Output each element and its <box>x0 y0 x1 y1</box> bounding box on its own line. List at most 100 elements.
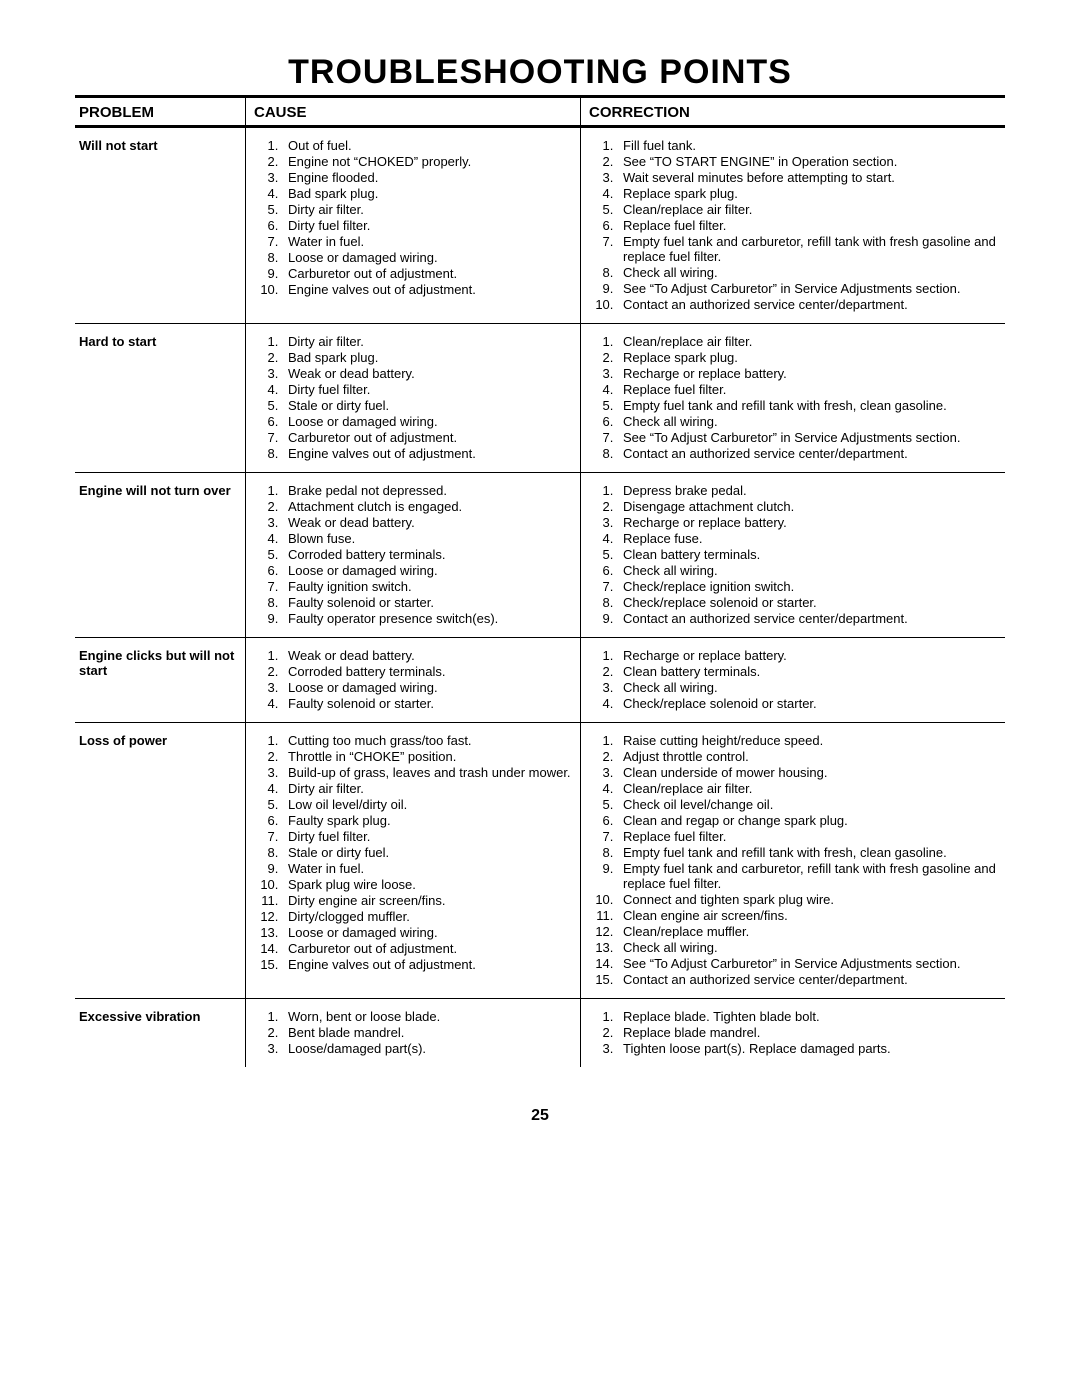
table-row: Will not startOut of fuel.Engine not “CH… <box>75 128 1005 324</box>
cause-item: Stale or dirty fuel. <box>282 845 576 860</box>
table-body: Will not startOut of fuel.Engine not “CH… <box>75 128 1005 1067</box>
correction-item: Contact an authorized service center/dep… <box>617 611 1001 626</box>
cause-item: Blown fuse. <box>282 531 576 546</box>
correction-item: Clean underside of mower housing. <box>617 765 1001 780</box>
cause-cell: Worn, bent or loose blade.Bent blade man… <box>245 999 580 1067</box>
problem-cell: Hard to start <box>75 324 245 472</box>
correction-item: Clean/replace air filter. <box>617 334 1001 349</box>
correction-item: Tighten loose part(s). Replace damaged p… <box>617 1041 1001 1056</box>
cause-item: Cutting too much grass/too fast. <box>282 733 576 748</box>
cause-item: Build-up of grass, leaves and trash unde… <box>282 765 576 780</box>
header-problem: PROBLEM <box>75 98 245 125</box>
cause-item: Carburetor out of adjustment. <box>282 941 576 956</box>
correction-item: Clean battery terminals. <box>617 664 1001 679</box>
cause-item: Loose/damaged part(s). <box>282 1041 576 1056</box>
correction-list: Depress brake pedal.Disengage attachment… <box>587 483 1001 626</box>
correction-item: Check all wiring. <box>617 414 1001 429</box>
table-row: Excessive vibrationWorn, bent or loose b… <box>75 999 1005 1067</box>
problem-cell: Loss of power <box>75 723 245 998</box>
cause-item: Water in fuel. <box>282 861 576 876</box>
table-row: Loss of powerCutting too much grass/too … <box>75 723 1005 999</box>
cause-cell: Cutting too much grass/too fast.Throttle… <box>245 723 580 998</box>
correction-item: Empty fuel tank and carburetor, refill t… <box>617 234 1001 264</box>
correction-item: Replace spark plug. <box>617 186 1001 201</box>
cause-item: Carburetor out of adjustment. <box>282 430 576 445</box>
cause-item: Worn, bent or loose blade. <box>282 1009 576 1024</box>
cause-item: Bad spark plug. <box>282 350 576 365</box>
correction-item: Replace spark plug. <box>617 350 1001 365</box>
correction-item: Replace fuse. <box>617 531 1001 546</box>
correction-cell: Recharge or replace battery.Clean batter… <box>580 638 1005 722</box>
correction-item: Check/replace solenoid or starter. <box>617 696 1001 711</box>
cause-item: Engine valves out of adjustment. <box>282 446 576 461</box>
correction-item: Recharge or replace battery. <box>617 648 1001 663</box>
cause-item: Corroded battery terminals. <box>282 664 576 679</box>
correction-item: Recharge or replace battery. <box>617 366 1001 381</box>
correction-item: Clean and regap or change spark plug. <box>617 813 1001 828</box>
correction-item: Contact an authorized service center/dep… <box>617 972 1001 987</box>
cause-item: Weak or dead battery. <box>282 515 576 530</box>
cause-item: Faulty solenoid or starter. <box>282 595 576 610</box>
cause-item: Loose or damaged wiring. <box>282 563 576 578</box>
correction-list: Clean/replace air filter.Replace spark p… <box>587 334 1001 461</box>
cause-item: Faulty spark plug. <box>282 813 576 828</box>
cause-item: Weak or dead battery. <box>282 366 576 381</box>
cause-list: Worn, bent or loose blade.Bent blade man… <box>252 1009 576 1056</box>
table-header-row: PROBLEM CAUSE CORRECTION <box>75 98 1005 128</box>
correction-item: Clean/replace muffler. <box>617 924 1001 939</box>
correction-item: Replace fuel filter. <box>617 218 1001 233</box>
cause-item: Low oil level/dirty oil. <box>282 797 576 812</box>
correction-item: See “To Adjust Carburetor” in Service Ad… <box>617 430 1001 445</box>
correction-item: Empty fuel tank and carburetor, refill t… <box>617 861 1001 891</box>
correction-list: Replace blade. Tighten blade bolt.Replac… <box>587 1009 1001 1056</box>
cause-item: Loose or damaged wiring. <box>282 250 576 265</box>
page-number: 25 <box>75 1107 1005 1125</box>
correction-item: Empty fuel tank and refill tank with fre… <box>617 398 1001 413</box>
correction-item: Recharge or replace battery. <box>617 515 1001 530</box>
correction-item: Check all wiring. <box>617 940 1001 955</box>
correction-item: Replace fuel filter. <box>617 382 1001 397</box>
correction-item: Raise cutting height/reduce speed. <box>617 733 1001 748</box>
cause-item: Carburetor out of adjustment. <box>282 266 576 281</box>
cause-item: Loose or damaged wiring. <box>282 680 576 695</box>
cause-item: Dirty fuel filter. <box>282 218 576 233</box>
correction-item: Clean engine air screen/fins. <box>617 908 1001 923</box>
correction-cell: Fill fuel tank.See “TO START ENGINE” in … <box>580 128 1005 323</box>
correction-item: Check oil level/change oil. <box>617 797 1001 812</box>
cause-item: Dirty air filter. <box>282 781 576 796</box>
cause-item: Dirty air filter. <box>282 334 576 349</box>
cause-item: Water in fuel. <box>282 234 576 249</box>
correction-list: Raise cutting height/reduce speed.Adjust… <box>587 733 1001 987</box>
correction-item: Adjust throttle control. <box>617 749 1001 764</box>
cause-item: Dirty fuel filter. <box>282 829 576 844</box>
cause-item: Loose or damaged wiring. <box>282 925 576 940</box>
problem-cell: Engine will not turn over <box>75 473 245 637</box>
correction-item: See “TO START ENGINE” in Operation secti… <box>617 154 1001 169</box>
cause-cell: Brake pedal not depressed.Attachment clu… <box>245 473 580 637</box>
cause-item: Bad spark plug. <box>282 186 576 201</box>
cause-cell: Dirty air filter.Bad spark plug.Weak or … <box>245 324 580 472</box>
correction-item: Contact an authorized service center/dep… <box>617 297 1001 312</box>
correction-item: Disengage attachment clutch. <box>617 499 1001 514</box>
correction-item: Wait several minutes before attempting t… <box>617 170 1001 185</box>
cause-item: Engine valves out of adjustment. <box>282 282 576 297</box>
cause-item: Weak or dead battery. <box>282 648 576 663</box>
cause-item: Dirty fuel filter. <box>282 382 576 397</box>
cause-item: Loose or damaged wiring. <box>282 414 576 429</box>
correction-item: Replace fuel filter. <box>617 829 1001 844</box>
correction-item: Check/replace ignition switch. <box>617 579 1001 594</box>
correction-item: Clean/replace air filter. <box>617 781 1001 796</box>
cause-item: Stale or dirty fuel. <box>282 398 576 413</box>
cause-item: Engine valves out of adjustment. <box>282 957 576 972</box>
correction-item: See “To Adjust Carburetor” in Service Ad… <box>617 956 1001 971</box>
correction-cell: Replace blade. Tighten blade bolt.Replac… <box>580 999 1005 1067</box>
cause-item: Corroded battery terminals. <box>282 547 576 562</box>
cause-item: Dirty engine air screen/fins. <box>282 893 576 908</box>
correction-item: Clean battery terminals. <box>617 547 1001 562</box>
correction-item: Empty fuel tank and refill tank with fre… <box>617 845 1001 860</box>
cause-item: Faulty operator presence switch(es). <box>282 611 576 626</box>
cause-item: Bent blade mandrel. <box>282 1025 576 1040</box>
cause-cell: Out of fuel.Engine not “CHOKED” properly… <box>245 128 580 323</box>
cause-item: Spark plug wire loose. <box>282 877 576 892</box>
correction-item: Check all wiring. <box>617 563 1001 578</box>
